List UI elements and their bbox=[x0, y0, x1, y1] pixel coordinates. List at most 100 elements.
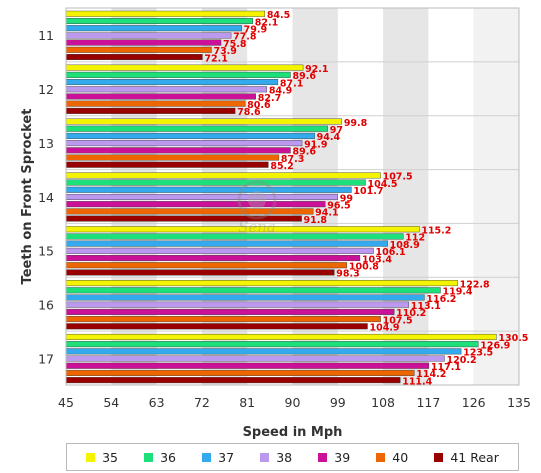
data-label: 104.5 bbox=[367, 179, 397, 190]
legend-swatch bbox=[434, 452, 444, 462]
data-label: 114.2 bbox=[416, 369, 446, 380]
x-tick-label: 90 bbox=[285, 395, 301, 410]
bar bbox=[65, 262, 348, 269]
legend-label: 41 Rear bbox=[450, 449, 499, 465]
data-label: 107.5 bbox=[383, 315, 413, 326]
data-label: 130.5 bbox=[498, 333, 528, 344]
bar bbox=[65, 193, 338, 200]
data-label: 119.4 bbox=[442, 287, 472, 298]
data-label: 77.8 bbox=[233, 32, 257, 43]
bar bbox=[65, 377, 401, 384]
bar bbox=[65, 107, 236, 114]
bar bbox=[65, 247, 374, 254]
data-label: 92.1 bbox=[305, 64, 328, 75]
legend-item: 40 bbox=[376, 450, 408, 465]
data-label: 106.1 bbox=[376, 247, 406, 258]
bar bbox=[65, 240, 388, 247]
bar bbox=[65, 79, 279, 86]
data-label: 115.2 bbox=[421, 226, 451, 237]
data-label: 116.2 bbox=[426, 294, 456, 305]
data-label: 91.8 bbox=[304, 215, 328, 226]
legend-swatch bbox=[144, 452, 154, 462]
bar bbox=[65, 154, 280, 161]
legend-label: 39 bbox=[334, 449, 351, 465]
bar-chart: 84.582.179.977.875.873.972.192.189.687.1… bbox=[20, 7, 531, 440]
bar bbox=[65, 280, 458, 287]
x-tick-label: 81 bbox=[239, 395, 255, 410]
x-tick-label: 99 bbox=[330, 395, 346, 410]
legend-item: 41 Rear bbox=[434, 450, 499, 465]
bar bbox=[65, 323, 368, 330]
bar bbox=[65, 179, 366, 186]
bar bbox=[65, 348, 462, 355]
bar bbox=[65, 100, 246, 107]
bar bbox=[65, 294, 425, 301]
data-label: 103.4 bbox=[362, 254, 392, 265]
bar bbox=[65, 39, 222, 46]
data-label: 97 bbox=[330, 125, 343, 136]
data-label: 73.9 bbox=[213, 46, 236, 57]
legend-label: 35 bbox=[102, 449, 118, 465]
x-tick-label: 135 bbox=[507, 395, 531, 410]
bar bbox=[65, 125, 328, 132]
data-label: 80.6 bbox=[247, 100, 271, 111]
data-label: 82.7 bbox=[258, 93, 281, 104]
data-label: 84.9 bbox=[269, 86, 292, 97]
data-label: 85.2 bbox=[270, 161, 293, 172]
y-axis-title: Teeth on Front Sprocket bbox=[20, 109, 35, 285]
bar bbox=[65, 132, 315, 139]
bar bbox=[65, 140, 303, 147]
legend-item: 36 bbox=[144, 450, 176, 465]
bar bbox=[65, 86, 268, 93]
y-tick-label: 17 bbox=[38, 351, 54, 366]
bar bbox=[65, 147, 291, 154]
data-label: 126.9 bbox=[480, 340, 510, 351]
legend-swatch bbox=[260, 452, 270, 462]
legend-label: 40 bbox=[392, 449, 409, 465]
data-label: 98.3 bbox=[336, 269, 359, 280]
bar bbox=[65, 46, 212, 53]
legend-item: 39 bbox=[318, 450, 350, 465]
bar bbox=[65, 308, 395, 315]
x-tick-label: 117 bbox=[416, 395, 440, 410]
bar bbox=[65, 362, 430, 369]
bar bbox=[65, 333, 497, 340]
data-label: 96.5 bbox=[327, 200, 350, 211]
legend-item: 35 bbox=[86, 450, 118, 465]
x-tick-label: 54 bbox=[103, 395, 119, 410]
legend-label: 38 bbox=[276, 449, 293, 465]
grid-band bbox=[473, 8, 519, 385]
data-label: 120.2 bbox=[447, 355, 477, 366]
data-label: 89.6 bbox=[292, 71, 316, 82]
bar bbox=[65, 118, 343, 125]
bar bbox=[65, 10, 266, 17]
x-tick-label: 126 bbox=[462, 395, 486, 410]
data-label: 75.8 bbox=[223, 39, 247, 50]
bar bbox=[65, 341, 479, 348]
data-label: 101.7 bbox=[353, 186, 383, 197]
sena-logo-watermark: Sena bbox=[222, 176, 292, 236]
plot-border bbox=[65, 7, 520, 386]
watermark-text: Sena bbox=[238, 218, 276, 236]
bar bbox=[65, 186, 352, 193]
legend-label: 36 bbox=[160, 449, 177, 465]
bar bbox=[65, 32, 232, 39]
bar bbox=[65, 71, 291, 78]
bar bbox=[65, 355, 445, 362]
bar bbox=[65, 93, 256, 100]
bar bbox=[65, 255, 361, 262]
data-label: 107.5 bbox=[383, 172, 413, 183]
data-label: 87.1 bbox=[280, 78, 303, 89]
data-label: 99 bbox=[340, 193, 353, 204]
x-tick-label: 72 bbox=[194, 395, 210, 410]
y-tick-label: 14 bbox=[38, 190, 54, 205]
data-label: 94.4 bbox=[317, 132, 341, 143]
bar-series bbox=[65, 10, 497, 384]
data-label: 104.9 bbox=[369, 323, 399, 334]
x-tick-label: 45 bbox=[58, 395, 74, 410]
data-label: 84.5 bbox=[267, 10, 290, 21]
data-label: 112 bbox=[405, 233, 425, 244]
legend-swatch bbox=[202, 452, 212, 462]
y-tick-label: 11 bbox=[38, 28, 54, 43]
bar bbox=[65, 64, 304, 71]
